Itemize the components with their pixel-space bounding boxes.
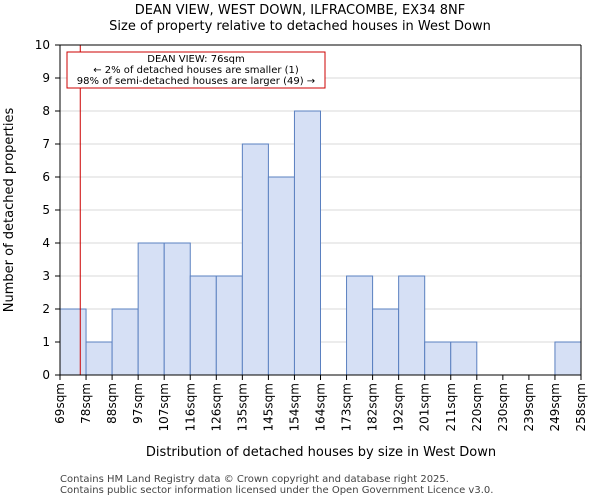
x-tick-label: 230sqm <box>496 383 510 431</box>
annotation-line: ← 2% of detached houses are smaller (1) <box>93 65 299 76</box>
y-tick-label: 3 <box>42 269 50 283</box>
x-tick-label: 201sqm <box>418 383 432 431</box>
chart-subtitle: Size of property relative to detached ho… <box>109 19 491 34</box>
annotation-line: DEAN VIEW: 76sqm <box>147 54 245 65</box>
x-tick-label: 192sqm <box>392 383 406 431</box>
annotation-box <box>66 51 326 89</box>
chart-title: DEAN VIEW, WEST DOWN, ILFRACOMBE, EX34 8… <box>134 3 466 18</box>
y-tick-label: 9 <box>42 71 50 85</box>
annotation-line: 98% of semi-detached houses are larger (… <box>77 76 315 87</box>
x-tick-label: 97sqm <box>131 383 145 424</box>
y-tick-label: 10 <box>35 38 50 52</box>
bar <box>424 341 452 376</box>
y-tick-label: 6 <box>42 170 50 184</box>
y-tick-label: 4 <box>42 236 50 250</box>
bar <box>59 308 87 376</box>
y-tick-label: 5 <box>42 203 50 217</box>
y-tick-label: 8 <box>42 104 50 118</box>
x-tick-label: 154sqm <box>287 383 301 431</box>
bar <box>241 143 269 376</box>
y-tick-labels: 0 1 2 3 4 5 6 7 8 9 10 <box>35 38 50 382</box>
x-tick-label: 107sqm <box>157 383 171 431</box>
x-tick-label: 116sqm <box>183 383 197 431</box>
footer-line-2: Contains public sector information licen… <box>60 485 494 496</box>
bar <box>137 242 165 376</box>
bar <box>346 275 374 376</box>
bar <box>293 110 322 376</box>
bar <box>189 275 217 376</box>
bar <box>111 308 139 376</box>
bar <box>215 275 243 376</box>
x-tick-label: 164sqm <box>314 383 328 431</box>
axes <box>55 44 582 380</box>
x-tick-label: 182sqm <box>366 383 380 431</box>
x-tick-label: 135sqm <box>235 383 249 431</box>
y-tick-label: 1 <box>42 335 50 349</box>
x-axis-label: Distribution of detached houses by size … <box>146 445 496 460</box>
y-tick-label: 7 <box>42 137 50 151</box>
x-tick-label: 69sqm <box>53 383 67 424</box>
x-tick-labels: 69sqm 78sqm 88sqm 97sqm 107sqm 116sqm 126sqm 13… <box>53 383 588 431</box>
bar <box>85 341 113 376</box>
bar <box>267 176 295 376</box>
x-tick-label: 126sqm <box>209 383 223 431</box>
marker-group: DEAN VIEW: 76sqm← 2% of detached houses … <box>66 45 326 375</box>
x-tick-label: 173sqm <box>340 383 354 431</box>
x-tick-label: 239sqm <box>522 383 536 431</box>
bar <box>398 275 426 376</box>
bar <box>554 341 582 376</box>
x-tick-label: 220sqm <box>470 383 484 431</box>
x-tick-label: 145sqm <box>261 383 275 431</box>
bar <box>450 341 478 376</box>
footer-line-1: Contains HM Land Registry data © Crown c… <box>60 474 449 485</box>
y-axis-label: Number of detached properties <box>2 108 17 313</box>
x-tick-label: 258sqm <box>574 383 588 431</box>
bar <box>372 308 400 376</box>
bar <box>163 242 191 376</box>
x-tick-label: 78sqm <box>79 383 93 424</box>
x-tick-label: 88sqm <box>105 383 119 424</box>
x-tick-label: 249sqm <box>548 383 562 431</box>
y-tick-label: 0 <box>42 368 50 382</box>
y-tick-label: 2 <box>42 302 50 316</box>
x-tick-label: 211sqm <box>444 383 458 431</box>
